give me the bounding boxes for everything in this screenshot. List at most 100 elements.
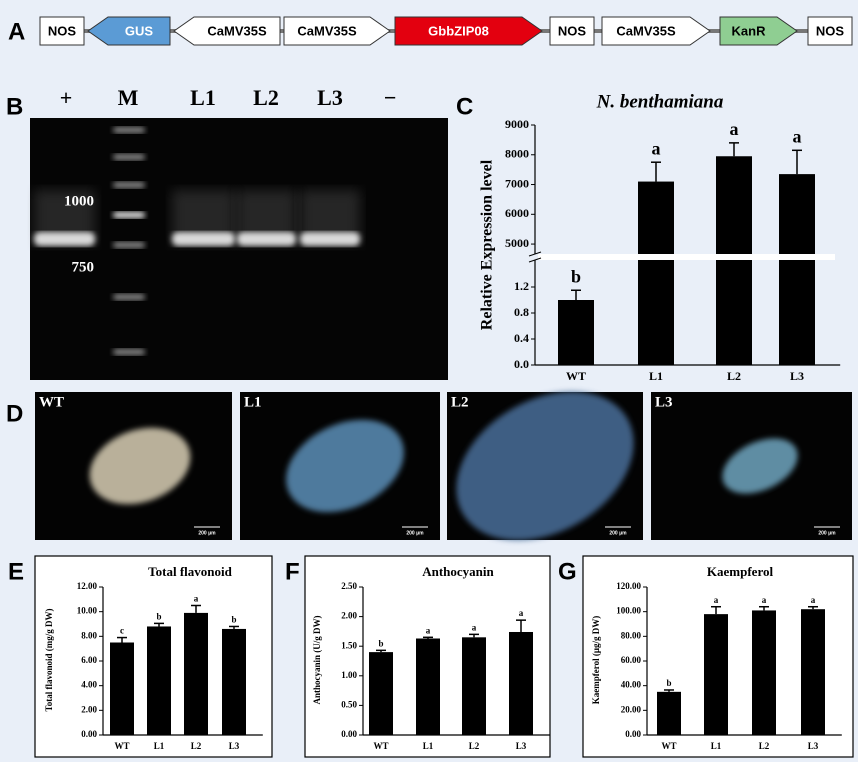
sample-band [237,232,296,246]
bar [416,638,440,735]
leaf [722,438,798,494]
lane-label: − [384,85,397,110]
y-tick-label: 0.8 [514,305,529,319]
y-tick-label: 6000 [505,206,529,220]
leaf-label: L3 [655,394,673,410]
ladder-band [113,294,145,300]
x-tick-label: WT [661,741,676,751]
scale-label: 200 μm [609,530,627,536]
significance-letter: a [730,119,739,139]
axis-break [537,254,835,260]
y-tick-label: 60.00 [621,655,642,665]
x-tick-label: L1 [154,741,165,751]
lane-label: L2 [253,85,279,110]
x-tick-label: L3 [808,741,819,751]
significance-letter: a [519,608,524,618]
significance-letter: b [378,638,383,648]
construct-label: NOS [816,23,845,38]
y-axis-label: Relative Expression level [479,159,496,330]
y-axis-label: Anthocyanin (U/g DW) [312,615,322,704]
construct-label: CaMV35S [207,23,267,38]
construct-label: KanR [732,23,767,38]
x-tick-label: WT [114,741,129,751]
leaf-label: WT [39,394,64,410]
bar [147,626,171,735]
break-mark [528,257,542,263]
lane-label: M [118,85,139,110]
y-tick-label: 9000 [505,117,529,131]
sample-band [34,232,95,246]
panel-label: E [8,558,24,585]
bar [716,156,752,365]
chart-title: Kaempferol [707,564,774,579]
ladder-band [113,349,145,355]
leaf-label: L2 [451,394,469,410]
bar [184,612,208,735]
significance-letter: a [714,595,719,605]
break-mark [528,251,542,257]
gel-image [30,118,448,380]
y-tick-label: 4.00 [81,680,97,690]
ladder-band [113,212,145,218]
y-tick-label: 120.00 [616,581,641,591]
x-tick-label: L2 [191,741,202,751]
bar [462,637,486,735]
bar [638,181,674,365]
y-axis-label: Total flavonoid (mg/g DW) [44,609,54,712]
significance-letter: a [194,594,199,604]
x-tick-label: WT [373,741,388,751]
chart-title: Anthocyanin [422,564,494,579]
ladder-band [113,127,145,133]
y-tick-label: 8000 [505,147,529,161]
y-tick-label: 10.00 [77,606,98,616]
construct-label: CaMV35S [616,23,676,38]
bar [222,628,246,735]
marker-label: 1000 [64,193,94,209]
x-tick-label: L1 [649,369,663,383]
y-tick-label: 8.00 [81,630,97,640]
x-tick-label: L2 [727,369,741,383]
construct-label: GUS [125,23,154,38]
y-axis-label: Kaempferol (μg/g DW) [591,616,601,704]
y-tick-label: 2.00 [341,611,357,621]
x-tick-label: L2 [759,741,770,751]
y-tick-label: 100.00 [616,606,641,616]
lane-label: L3 [317,85,343,110]
x-tick-label: L1 [711,741,722,751]
bar [110,642,134,735]
y-tick-label: 40.00 [621,680,642,690]
panel-label: G [558,558,577,585]
y-tick-label: 20.00 [621,704,642,714]
y-tick-label: 0.50 [341,699,357,709]
y-tick-label: 5000 [505,236,529,250]
construct-element [283,16,391,46]
construct-element [87,16,171,46]
lane-label: L1 [190,85,216,110]
scale-label: 200 μm [198,530,216,536]
y-tick-label: 6.00 [81,655,97,665]
sample-band [172,232,235,246]
construct-element [394,16,543,46]
x-tick-label: L2 [469,741,480,751]
y-tick-label: 80.00 [621,630,642,640]
construct-element [173,16,281,46]
chart-title: N. benthamiana [596,91,724,112]
bar [509,631,533,735]
panel-label: C [456,93,473,120]
y-tick-label: 0.00 [625,729,641,739]
axis-break-gap [532,254,538,260]
marker-label: 750 [72,259,95,275]
construct-element [39,16,85,46]
y-tick-label: 0.00 [81,729,97,739]
scale-label: 200 μm [818,530,836,536]
lane-label: + [60,85,73,110]
ladder-band [113,182,145,188]
y-tick-label: 1.2 [514,279,529,293]
bar [752,610,776,735]
x-tick-label: L3 [790,369,804,383]
y-tick-label: 2.00 [81,704,97,714]
panel-label: B [6,93,23,120]
significance-letter: b [156,611,161,621]
leaf [456,391,634,541]
